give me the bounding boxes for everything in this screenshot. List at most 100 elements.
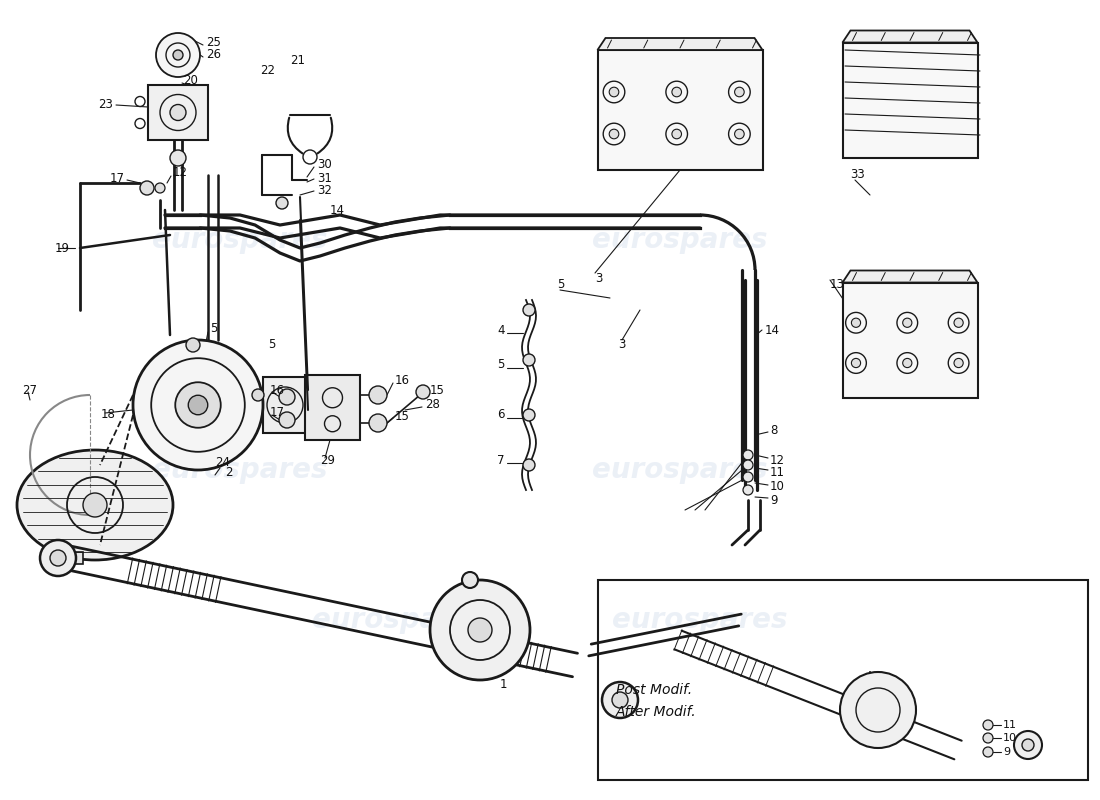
Text: 31: 31 [317, 171, 332, 185]
Circle shape [735, 130, 745, 138]
Circle shape [156, 33, 200, 77]
Text: 21: 21 [290, 54, 305, 66]
Circle shape [170, 150, 186, 166]
Bar [305, 375, 360, 440]
Circle shape [82, 493, 107, 517]
Text: 19: 19 [55, 242, 70, 254]
Circle shape [851, 318, 860, 327]
Text: 8: 8 [770, 423, 778, 437]
Text: 26: 26 [206, 49, 221, 62]
Text: 9: 9 [770, 494, 778, 506]
Circle shape [50, 550, 66, 566]
Circle shape [903, 358, 912, 368]
Text: 11: 11 [1003, 720, 1018, 730]
Circle shape [609, 87, 619, 97]
Circle shape [983, 747, 993, 757]
Circle shape [522, 409, 535, 421]
Text: 24: 24 [214, 455, 230, 469]
Text: 17: 17 [110, 171, 125, 185]
Circle shape [416, 385, 430, 399]
Circle shape [140, 181, 154, 195]
Circle shape [430, 580, 530, 680]
Text: eurospares: eurospares [613, 606, 788, 634]
Text: 10: 10 [1003, 733, 1018, 743]
Text: 4: 4 [497, 323, 505, 337]
Circle shape [279, 389, 295, 405]
Text: 27: 27 [22, 383, 37, 397]
Text: 14: 14 [764, 323, 780, 337]
Circle shape [1014, 731, 1042, 759]
Text: eurospares: eurospares [592, 226, 768, 254]
Circle shape [462, 572, 478, 588]
Circle shape [983, 733, 993, 743]
Text: After Modif.: After Modif. [616, 705, 696, 719]
Circle shape [188, 395, 208, 414]
Circle shape [276, 197, 288, 209]
Bar [68, 552, 82, 564]
Circle shape [742, 485, 754, 495]
Circle shape [522, 354, 535, 366]
Circle shape [954, 358, 964, 368]
Bar [597, 50, 762, 170]
Text: 22: 22 [260, 63, 275, 77]
Text: 10: 10 [770, 481, 785, 494]
Text: eurospares: eurospares [152, 456, 328, 484]
Circle shape [954, 318, 964, 327]
Text: 28: 28 [425, 398, 440, 411]
Circle shape [155, 183, 165, 193]
Circle shape [742, 460, 754, 470]
Circle shape [522, 459, 535, 471]
Text: 15: 15 [430, 383, 444, 397]
Text: 33: 33 [850, 169, 865, 182]
Bar [148, 85, 208, 140]
Circle shape [279, 412, 295, 428]
Text: 2: 2 [226, 466, 232, 478]
Text: 5: 5 [268, 338, 275, 351]
Text: 29: 29 [320, 454, 336, 466]
Circle shape [742, 450, 754, 460]
Text: 25: 25 [206, 37, 221, 50]
Circle shape [368, 386, 387, 404]
Circle shape [609, 130, 619, 138]
Text: 11: 11 [770, 466, 785, 479]
Circle shape [602, 682, 638, 718]
Text: 3: 3 [595, 271, 603, 285]
Text: 30: 30 [317, 158, 332, 171]
Circle shape [672, 87, 682, 97]
Circle shape [170, 105, 186, 121]
Text: 5: 5 [497, 358, 505, 371]
Circle shape [40, 540, 76, 576]
Circle shape [983, 720, 993, 730]
Bar [843, 282, 978, 398]
Circle shape [522, 304, 535, 316]
Bar [263, 377, 308, 433]
Polygon shape [843, 270, 978, 282]
Circle shape [840, 672, 916, 748]
Circle shape [468, 618, 492, 642]
Text: 23: 23 [98, 98, 113, 111]
Text: 16: 16 [395, 374, 410, 386]
Circle shape [133, 340, 263, 470]
Circle shape [672, 130, 682, 138]
Bar [843, 42, 978, 158]
Text: 18: 18 [101, 409, 116, 422]
Circle shape [186, 338, 200, 352]
Text: 15: 15 [395, 410, 410, 423]
Text: 12: 12 [770, 454, 785, 466]
Circle shape [252, 389, 264, 401]
Text: 5: 5 [557, 278, 564, 291]
Circle shape [903, 318, 912, 327]
Ellipse shape [16, 450, 173, 560]
Polygon shape [843, 30, 978, 42]
Text: 14: 14 [330, 203, 345, 217]
Circle shape [735, 87, 745, 97]
Circle shape [368, 414, 387, 432]
Circle shape [1022, 739, 1034, 751]
Text: 32: 32 [317, 183, 332, 197]
Text: eurospares: eurospares [592, 456, 768, 484]
Text: eurospares: eurospares [312, 606, 487, 634]
Text: 12: 12 [173, 166, 188, 179]
Text: 3: 3 [618, 338, 626, 351]
Circle shape [612, 692, 628, 708]
Text: 16: 16 [270, 383, 285, 397]
